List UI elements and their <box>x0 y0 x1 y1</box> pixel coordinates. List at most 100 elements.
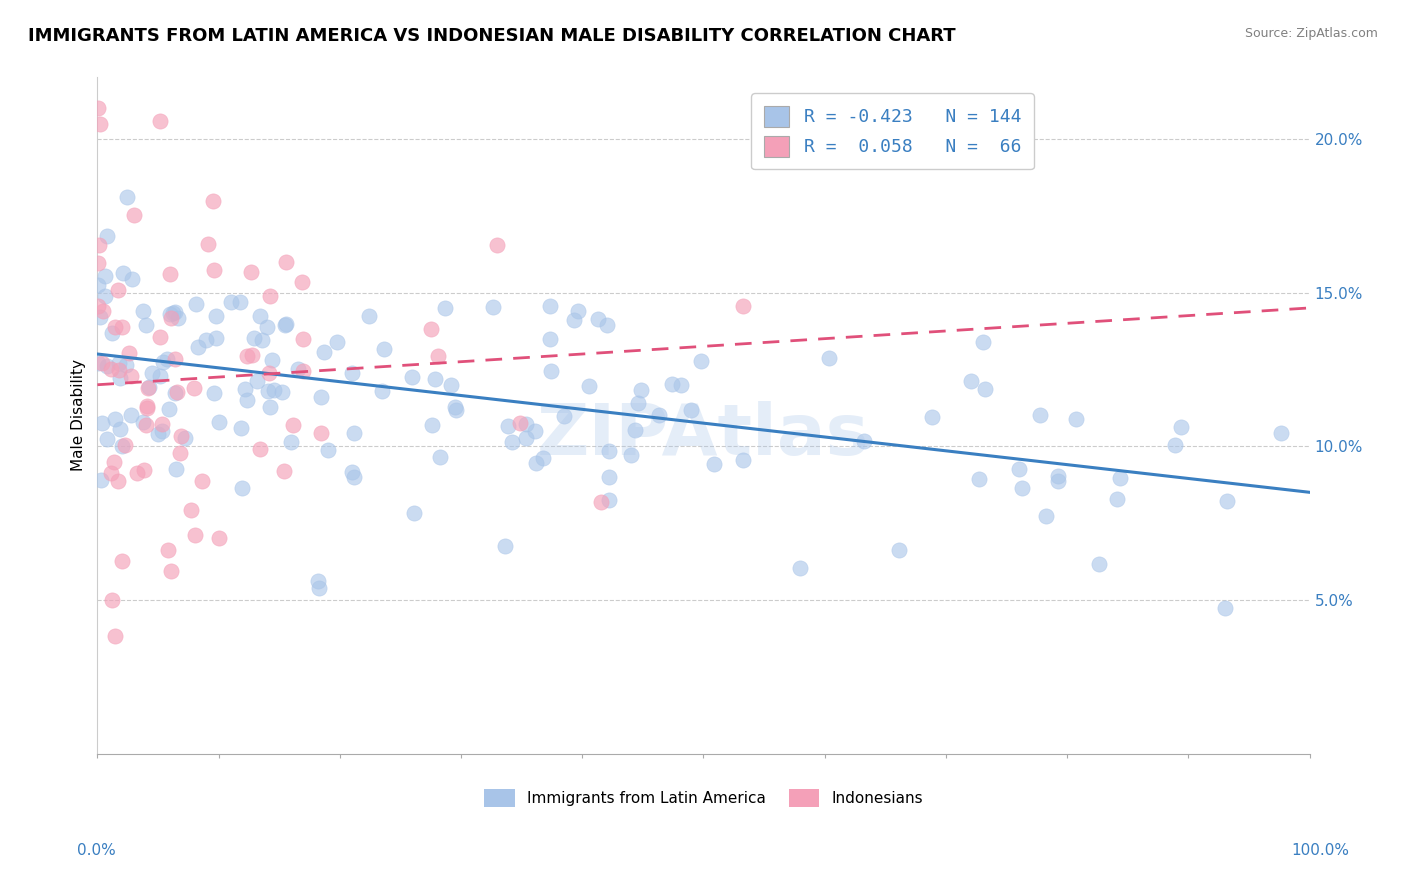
Point <box>526 456 548 470</box>
Point <box>94 289 117 303</box>
Point <box>250 333 273 347</box>
Point <box>104 320 127 334</box>
Point <box>731 299 754 313</box>
Point <box>434 301 457 315</box>
Point <box>515 417 537 431</box>
Point <box>110 370 132 384</box>
Point <box>231 421 253 435</box>
Point <box>91 304 114 318</box>
Point <box>292 333 315 347</box>
Point <box>562 312 585 326</box>
Point <box>669 377 692 392</box>
Point <box>531 450 554 465</box>
Point <box>921 409 943 424</box>
Point <box>271 385 294 400</box>
Point <box>235 350 257 364</box>
Point <box>136 381 159 395</box>
Point <box>205 309 228 323</box>
Point <box>96 359 118 373</box>
Point <box>152 354 174 368</box>
Point <box>167 311 190 326</box>
Point <box>202 262 225 277</box>
Point <box>598 493 620 508</box>
Point <box>96 432 118 446</box>
Text: Source: ZipAtlas.com: Source: ZipAtlas.com <box>1244 27 1378 40</box>
Point <box>159 402 181 417</box>
Point <box>107 475 129 489</box>
Point <box>148 427 170 442</box>
Point <box>515 431 537 445</box>
Point <box>114 358 136 372</box>
Point <box>150 424 173 438</box>
Point <box>240 348 263 362</box>
Point <box>114 438 136 452</box>
Point <box>444 402 467 417</box>
Point <box>263 383 285 397</box>
Point <box>401 370 423 384</box>
Point <box>122 209 145 223</box>
Point <box>233 382 256 396</box>
Point <box>257 366 280 380</box>
Point <box>626 396 648 410</box>
Point <box>91 417 114 431</box>
Point <box>165 462 187 476</box>
Point <box>598 470 620 484</box>
Point <box>509 417 531 431</box>
Point <box>260 352 283 367</box>
Point <box>373 342 395 356</box>
Point <box>276 317 298 331</box>
Text: 0.0%: 0.0% <box>77 843 117 858</box>
Point <box>440 378 463 392</box>
Point <box>170 428 193 442</box>
Point <box>494 540 516 554</box>
Point <box>187 340 209 354</box>
Point <box>703 457 725 471</box>
Point <box>291 275 314 289</box>
Point <box>162 305 184 319</box>
Point <box>1164 438 1187 452</box>
Point <box>309 425 332 440</box>
Point <box>420 417 443 432</box>
Point <box>110 422 132 436</box>
Point <box>204 331 226 345</box>
Point <box>197 237 219 252</box>
Point <box>149 114 172 128</box>
Point <box>343 425 366 440</box>
Point <box>273 464 295 478</box>
Point <box>274 255 297 269</box>
Point <box>240 265 263 279</box>
Point <box>259 400 281 414</box>
Point <box>190 474 212 488</box>
Point <box>111 554 134 568</box>
Point <box>120 369 142 384</box>
Point <box>661 377 683 392</box>
Point <box>429 450 451 465</box>
Point <box>578 378 600 392</box>
Point <box>340 465 363 479</box>
Point <box>103 455 125 469</box>
Point <box>132 415 155 429</box>
Point <box>138 380 160 394</box>
Point <box>553 409 575 423</box>
Point <box>287 362 309 376</box>
Point <box>427 350 450 364</box>
Point <box>100 592 122 607</box>
Point <box>202 194 225 208</box>
Point <box>974 382 997 396</box>
Point <box>1046 474 1069 488</box>
Point <box>1109 471 1132 485</box>
Point <box>789 561 811 575</box>
Point <box>101 326 124 340</box>
Point <box>166 384 188 399</box>
Point <box>972 334 994 349</box>
Point <box>648 408 671 422</box>
Point <box>87 356 110 370</box>
Point <box>370 384 392 398</box>
Point <box>136 399 159 413</box>
Point <box>159 564 181 578</box>
Point <box>538 299 561 313</box>
Point <box>318 442 340 457</box>
Point <box>312 345 335 359</box>
Text: ZIPAtlas: ZIPAtlas <box>537 401 870 470</box>
Point <box>157 543 180 558</box>
